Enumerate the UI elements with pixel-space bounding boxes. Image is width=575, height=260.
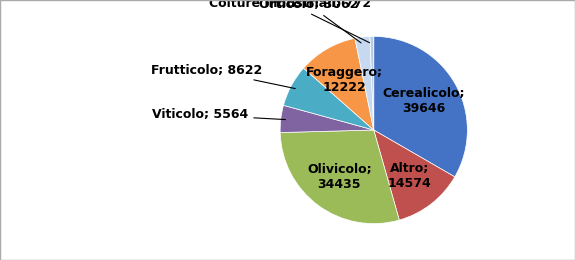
Wedge shape	[280, 105, 374, 133]
Wedge shape	[304, 38, 374, 130]
Wedge shape	[355, 36, 374, 130]
Text: Foraggero;
12222: Foraggero; 12222	[306, 66, 383, 94]
Text: Colture industriali; 772: Colture industriali; 772	[209, 0, 371, 43]
Wedge shape	[374, 36, 467, 177]
Text: Altro;
14574: Altro; 14574	[388, 162, 431, 190]
Text: Viticolo; 5564: Viticolo; 5564	[152, 108, 285, 121]
Wedge shape	[370, 36, 374, 130]
Wedge shape	[283, 68, 374, 130]
Text: Frutticolo; 8622: Frutticolo; 8622	[151, 63, 295, 89]
Wedge shape	[374, 130, 455, 220]
Text: Cerealicolo;
39646: Cerealicolo; 39646	[383, 87, 465, 115]
Wedge shape	[280, 130, 399, 224]
Text: Orticolo; 3062: Orticolo; 3062	[259, 0, 361, 43]
Text: Olivicolo;
34435: Olivicolo; 34435	[307, 163, 371, 191]
